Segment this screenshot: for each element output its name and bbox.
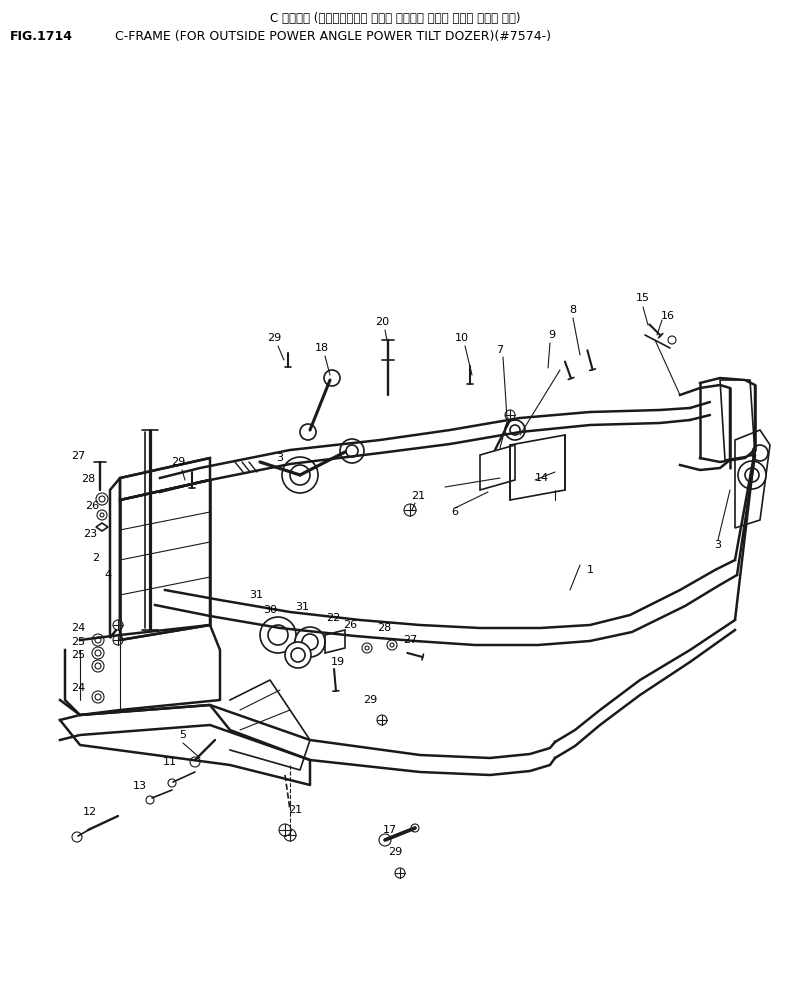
Text: 26: 26 (85, 501, 99, 511)
Circle shape (92, 647, 104, 659)
Circle shape (92, 634, 104, 646)
Text: 5: 5 (179, 730, 186, 740)
Text: 11: 11 (163, 757, 177, 767)
Text: 4: 4 (104, 570, 111, 580)
Text: 8: 8 (570, 305, 577, 315)
Circle shape (96, 493, 108, 505)
Circle shape (505, 420, 525, 440)
Circle shape (168, 779, 176, 787)
Circle shape (282, 457, 318, 493)
Circle shape (92, 660, 104, 672)
Circle shape (190, 757, 200, 767)
Circle shape (92, 691, 104, 703)
Circle shape (411, 824, 419, 832)
Text: 29: 29 (363, 695, 377, 705)
Text: 10: 10 (455, 333, 469, 343)
Text: 27: 27 (71, 451, 85, 461)
Circle shape (113, 620, 123, 630)
Circle shape (340, 439, 364, 463)
Text: 22: 22 (326, 613, 340, 623)
Text: 27: 27 (403, 635, 417, 645)
Circle shape (377, 715, 387, 725)
Text: 3: 3 (714, 540, 721, 550)
Text: 29: 29 (388, 847, 402, 857)
Text: C フレーム (アウトサイド・ パワー アングル パワー チルト ドーザ ヨコ): C フレーム (アウトサイド・ パワー アングル パワー チルト ドーザ ヨコ) (270, 12, 521, 25)
Text: 20: 20 (375, 317, 389, 327)
Text: 13: 13 (133, 781, 147, 791)
Text: 15: 15 (636, 293, 650, 303)
Text: 3: 3 (276, 453, 284, 463)
Circle shape (505, 410, 515, 420)
Circle shape (300, 424, 316, 440)
Circle shape (97, 510, 107, 520)
Circle shape (295, 627, 325, 657)
Text: FIG.1714: FIG.1714 (10, 30, 73, 43)
Text: 25: 25 (71, 650, 85, 660)
Circle shape (387, 640, 397, 650)
Circle shape (738, 461, 766, 489)
Text: 29: 29 (267, 333, 281, 343)
Text: 19: 19 (331, 657, 345, 667)
Text: 1: 1 (586, 565, 593, 575)
Circle shape (362, 643, 372, 653)
Circle shape (279, 824, 291, 836)
Text: 21: 21 (288, 805, 302, 815)
Text: 18: 18 (315, 343, 329, 353)
Circle shape (379, 834, 391, 846)
Text: 24: 24 (71, 683, 85, 693)
Circle shape (404, 504, 416, 516)
Circle shape (284, 829, 296, 841)
Text: 31: 31 (249, 590, 263, 600)
Circle shape (668, 336, 676, 344)
Circle shape (72, 832, 82, 842)
Text: 12: 12 (83, 807, 97, 817)
Text: 26: 26 (343, 620, 357, 630)
Text: 9: 9 (548, 330, 555, 340)
Text: 16: 16 (661, 311, 675, 321)
Circle shape (395, 868, 405, 878)
Text: 23: 23 (83, 529, 97, 539)
Text: 21: 21 (411, 491, 425, 501)
Text: 14: 14 (535, 473, 549, 483)
Circle shape (260, 617, 296, 653)
Text: C-FRAME (FOR OUTSIDE POWER ANGLE POWER TILT DOZER)(#7574-): C-FRAME (FOR OUTSIDE POWER ANGLE POWER T… (115, 30, 551, 43)
Text: 29: 29 (171, 457, 185, 467)
Text: 25: 25 (71, 637, 85, 647)
Text: 28: 28 (81, 474, 95, 484)
Text: 28: 28 (377, 623, 391, 633)
Text: 24: 24 (71, 623, 85, 633)
Text: 2: 2 (92, 553, 100, 563)
Text: 7: 7 (496, 345, 503, 355)
Circle shape (113, 635, 123, 645)
Circle shape (285, 642, 311, 668)
Text: 17: 17 (383, 825, 397, 835)
Text: 30: 30 (263, 605, 277, 615)
Text: 6: 6 (452, 507, 458, 517)
Text: 31: 31 (295, 602, 309, 612)
Circle shape (324, 370, 340, 386)
Circle shape (752, 445, 768, 461)
